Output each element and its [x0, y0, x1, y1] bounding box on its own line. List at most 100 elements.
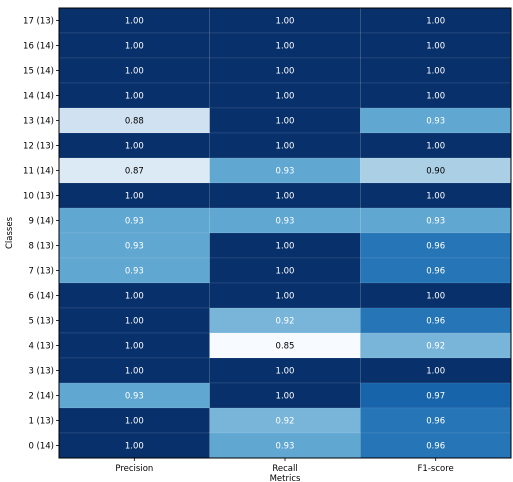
heatmap-cells: 1.00 1.00 1.00 1.00 1.00 1.00 1.00 1.00 1.00 1.00… [58, 7, 512, 459]
heatmap-cell [360, 107, 512, 134]
y-tick-label: 6 (14) [28, 292, 54, 302]
cell-value-label: 1.00 [426, 142, 445, 152]
cell-value-label: 1.00 [125, 417, 144, 427]
cell-value-label: 0.93 [426, 217, 445, 227]
cell-value-label: 0.96 [426, 417, 445, 427]
y-tick-label: 11 (14) [23, 167, 54, 177]
cell-value-label: 1.00 [125, 342, 144, 352]
y-tick-label: 13 (14) [23, 117, 54, 127]
y-tick-label: 14 (14) [23, 92, 54, 102]
cell-value-label: 1.00 [426, 292, 445, 302]
y-tick-label: 16 (14) [23, 42, 54, 52]
heatmap-cell [360, 32, 512, 59]
heatmap-cell [209, 157, 361, 184]
cell-value-label: 0.92 [426, 342, 445, 352]
cell-value-label: 1.00 [125, 367, 144, 377]
x-axis-label: Metrics [270, 474, 301, 482]
cell-value-label: 1.00 [276, 67, 295, 77]
cell-value-label: 1.00 [276, 17, 295, 27]
cell-value-label: 0.87 [125, 167, 144, 177]
cell-value-label: 0.93 [125, 217, 144, 227]
cell-value-label: 0.93 [125, 242, 144, 252]
heatmap-cell [360, 407, 512, 434]
cell-value-label: 1.00 [125, 42, 144, 52]
y-tick-label: 15 (14) [23, 67, 54, 77]
heatmap-cell [209, 407, 361, 434]
y-tick-label: 3 (13) [28, 367, 54, 377]
cell-value-label: 0.88 [125, 117, 144, 127]
y-tick-label: 17 (13) [23, 17, 54, 27]
cell-value-label: 1.00 [276, 117, 295, 127]
heatmap-cell [58, 232, 210, 259]
heatmap-cell [58, 257, 210, 284]
x-tick-label: Recall [272, 464, 297, 474]
heatmap-cell [58, 332, 210, 359]
cell-value-label: 0.85 [276, 342, 295, 352]
cell-value-label: 1.00 [426, 17, 445, 27]
heatmap-cell [360, 157, 512, 184]
y-tick-label: 4 (13) [28, 342, 54, 352]
plot-frame [58, 7, 512, 459]
y-tick-label: 8 (13) [28, 242, 54, 252]
cell-value-label: 0.96 [426, 267, 445, 277]
cell-value-label: 1.00 [426, 367, 445, 377]
heatmap-cell [209, 132, 361, 159]
cell-value-label: 0.92 [276, 317, 295, 327]
heatmap-cell [58, 207, 210, 234]
cell-value-label: 0.96 [426, 317, 445, 327]
cell-value-label: 1.00 [426, 192, 445, 202]
cell-value-label: 1.00 [276, 92, 295, 102]
cell-value-label: 0.93 [426, 117, 445, 127]
heatmap-cell [209, 232, 361, 259]
heatmap-cell [209, 182, 361, 209]
heatmap-cell [209, 307, 361, 334]
heatmap-cell [58, 107, 210, 134]
heatmap-cell [360, 307, 512, 334]
y-tick-label: 0 (14) [28, 442, 54, 452]
y-tick-label: 5 (13) [28, 317, 54, 327]
heatmap-cell [360, 132, 512, 159]
heatmap-cell [58, 357, 210, 384]
cell-value-label: 0.97 [426, 392, 445, 402]
cell-value-label: 1.00 [276, 42, 295, 52]
y-axis-label: Classes [5, 216, 15, 249]
cell-value-label: 1.00 [276, 392, 295, 402]
heatmap-cell [209, 32, 361, 59]
cell-value-label: 0.93 [125, 267, 144, 277]
cell-value-label: 0.92 [276, 417, 295, 427]
cell-value-label: 1.00 [125, 442, 144, 452]
cell-value-label: 1.00 [125, 292, 144, 302]
heatmap-cell [360, 332, 512, 359]
heatmap-cell [58, 32, 210, 59]
heatmap-cell [209, 432, 361, 459]
cell-value-label: 1.00 [125, 67, 144, 77]
heatmap-cell [209, 382, 361, 409]
heatmap-cell [209, 7, 361, 34]
cell-value-label: 0.93 [276, 167, 295, 177]
heatmap-cell [209, 57, 361, 84]
heatmap-cell [209, 282, 361, 309]
cell-value-label: 0.90 [426, 167, 445, 177]
cell-value-label: 1.00 [276, 192, 295, 202]
cell-value-label: 0.96 [426, 242, 445, 252]
heatmap-cell [360, 432, 512, 459]
cell-value-label: 1.00 [125, 192, 144, 202]
y-tick-label: 1 (13) [28, 417, 54, 427]
x-tick-labels: Precision Recall F1-score [115, 458, 454, 474]
y-tick-label: 7 (13) [28, 267, 54, 277]
cell-value-label: 0.93 [276, 217, 295, 227]
heatmap-cell [360, 357, 512, 384]
y-tick-label: 10 (13) [23, 192, 54, 202]
heatmap-cell [360, 207, 512, 234]
y-tick-label: 2 (14) [28, 392, 54, 402]
heatmap-cell [209, 107, 361, 134]
heatmap-cell [360, 82, 512, 109]
heatmap-cell [58, 82, 210, 109]
cell-value-label: 1.00 [125, 92, 144, 102]
heatmap-cell [58, 407, 210, 434]
heatmap-cell [58, 382, 210, 409]
cell-value-label: 0.93 [276, 442, 295, 452]
cell-value-label: 0.96 [426, 442, 445, 452]
cell-value-label: 1.00 [125, 317, 144, 327]
cell-value-label: 1.00 [125, 17, 144, 27]
